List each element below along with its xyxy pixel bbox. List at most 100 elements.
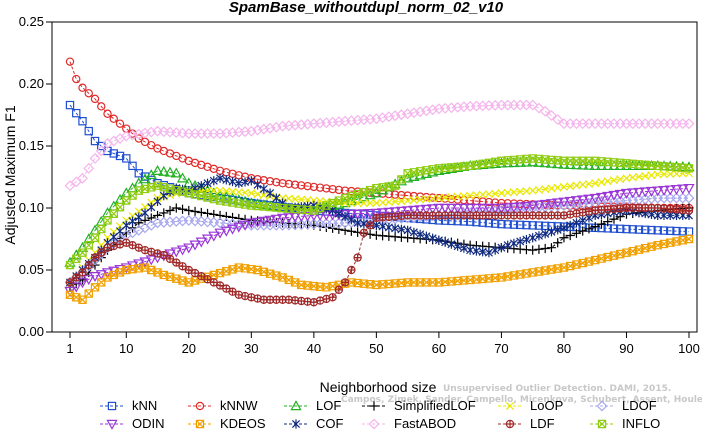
axes: 0.00 0.05 0.10 0.15 0.20 0.25 1 10 20 30 40 50 60 70 8… bbox=[19, 14, 700, 356]
x-tick-label: 100 bbox=[678, 341, 700, 356]
data-point bbox=[128, 216, 137, 226]
data-point bbox=[297, 181, 306, 190]
data-point bbox=[414, 205, 426, 216]
data-point bbox=[495, 203, 508, 214]
data-point bbox=[172, 258, 181, 267]
data-point bbox=[183, 243, 195, 254]
data-point bbox=[558, 197, 570, 208]
data-point bbox=[408, 107, 420, 119]
data-point bbox=[383, 111, 395, 123]
data-point bbox=[309, 182, 319, 192]
data-point bbox=[78, 248, 87, 257]
data-point bbox=[434, 235, 443, 245]
legend-item-ldf: LDF bbox=[498, 416, 555, 431]
data-point bbox=[402, 206, 414, 217]
data-point bbox=[383, 207, 395, 218]
data-point bbox=[120, 130, 132, 142]
data-point bbox=[133, 128, 145, 140]
data-point bbox=[340, 278, 350, 287]
data-point bbox=[70, 282, 82, 293]
data-point bbox=[65, 57, 75, 66]
data-point bbox=[678, 227, 687, 236]
y-tick-label: 0.05 bbox=[19, 262, 44, 277]
data-point bbox=[428, 193, 437, 202]
data-point bbox=[534, 231, 543, 241]
data-point bbox=[658, 185, 670, 196]
data-point bbox=[670, 184, 683, 195]
data-point bbox=[195, 237, 207, 248]
data-point bbox=[216, 173, 225, 183]
data-point bbox=[527, 99, 539, 111]
data-point bbox=[509, 188, 518, 197]
data-point bbox=[591, 179, 600, 188]
data-point bbox=[103, 216, 112, 225]
data-point bbox=[276, 213, 289, 224]
data-point bbox=[627, 188, 639, 199]
data-point bbox=[159, 191, 168, 201]
data-point bbox=[503, 220, 512, 229]
data-point bbox=[253, 180, 262, 190]
data-point bbox=[445, 203, 458, 214]
data-point bbox=[677, 184, 689, 195]
data-point bbox=[434, 194, 443, 203]
data-point bbox=[570, 196, 583, 207]
data-point bbox=[353, 253, 362, 262]
legend-label: KDEOS bbox=[220, 416, 266, 431]
data-point bbox=[541, 229, 550, 239]
data-point bbox=[620, 188, 633, 199]
data-point bbox=[239, 220, 251, 231]
data-point bbox=[478, 197, 487, 206]
data-point bbox=[165, 254, 175, 264]
legend-item-ldof: LDOF bbox=[590, 398, 657, 413]
data-point bbox=[409, 227, 418, 237]
series-ldf bbox=[65, 203, 694, 307]
data-point bbox=[652, 186, 664, 197]
data-point bbox=[65, 278, 75, 287]
data-point bbox=[447, 193, 456, 202]
data-point bbox=[147, 202, 156, 212]
chart-title: SpamBase_withoutdupl_norm_02_v10 bbox=[229, 0, 504, 16]
watermark-line1: Unsupervised Outlier Detection. DAMI, 20… bbox=[443, 384, 671, 394]
legend-label: ODIN bbox=[132, 416, 165, 431]
data-point bbox=[359, 199, 368, 208]
data-point bbox=[115, 226, 125, 236]
x-tick-label: 40 bbox=[307, 341, 321, 356]
data-point bbox=[234, 178, 243, 188]
data-point bbox=[270, 214, 282, 225]
y-tick-label: 0.15 bbox=[19, 138, 44, 153]
data-point bbox=[216, 186, 225, 195]
watermark-line2: Campos, Zimek, Sander, Campello, Micenko… bbox=[341, 395, 702, 405]
data-point bbox=[641, 225, 650, 235]
data-point bbox=[672, 226, 681, 236]
data-point bbox=[141, 202, 150, 212]
data-point bbox=[253, 190, 262, 199]
data-point bbox=[258, 216, 270, 227]
data-point bbox=[653, 170, 662, 179]
data-point bbox=[196, 207, 206, 218]
data-point bbox=[647, 225, 656, 235]
legend-label: kNN bbox=[132, 398, 157, 413]
data-point bbox=[503, 240, 512, 250]
data-point bbox=[190, 206, 200, 217]
data-point bbox=[84, 126, 93, 136]
data-point bbox=[370, 113, 382, 125]
x-tick-label: 1 bbox=[66, 341, 73, 356]
data-point bbox=[341, 212, 350, 222]
data-point bbox=[353, 199, 362, 208]
y-tick-label: 0.20 bbox=[19, 76, 44, 91]
data-point bbox=[115, 119, 125, 128]
data-point bbox=[346, 226, 356, 236]
data-point bbox=[596, 219, 607, 229]
data-point bbox=[516, 187, 525, 196]
data-point bbox=[402, 108, 414, 120]
data-point bbox=[497, 189, 506, 198]
series-inflo bbox=[65, 154, 694, 270]
y-tick-label: 0.10 bbox=[19, 200, 44, 215]
data-point bbox=[370, 208, 382, 219]
legend-marker bbox=[291, 419, 301, 429]
data-point bbox=[65, 100, 75, 110]
data-point bbox=[151, 164, 164, 175]
data-point bbox=[684, 164, 694, 173]
data-point bbox=[597, 178, 606, 187]
